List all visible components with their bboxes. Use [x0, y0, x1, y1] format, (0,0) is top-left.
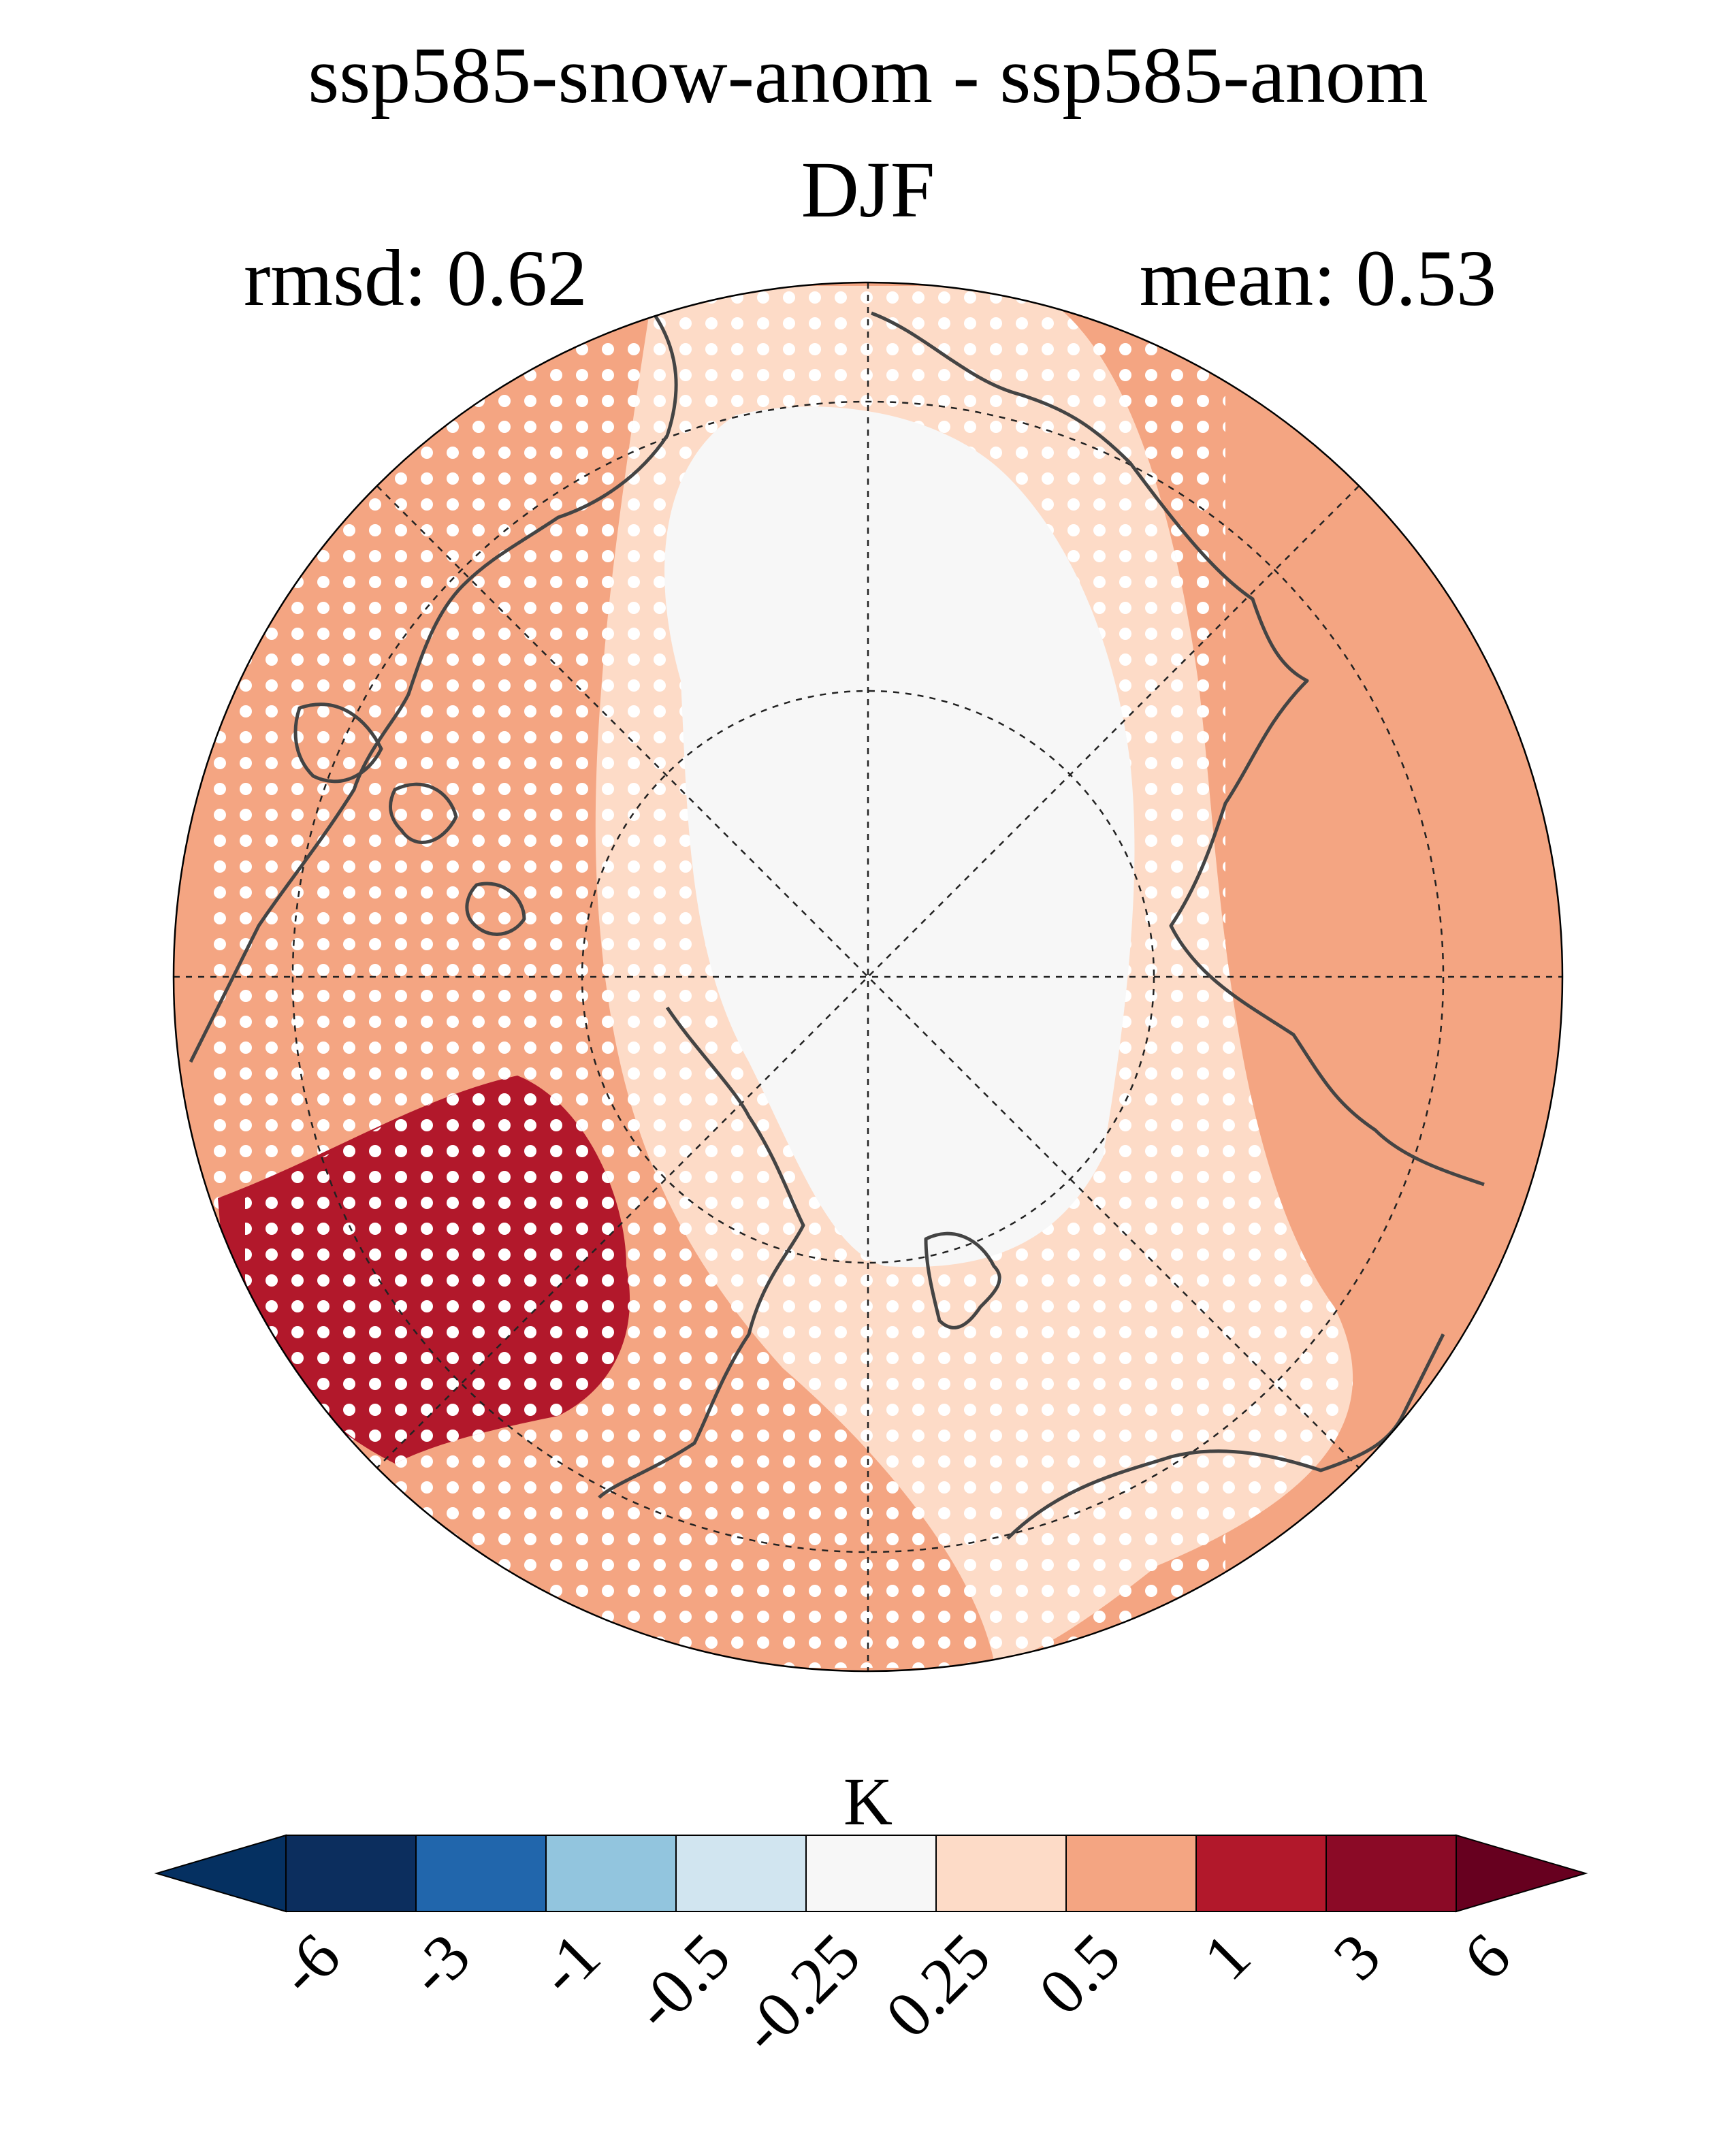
colorbar-cell — [805, 1835, 937, 1912]
colorbar-tick-label: 0.25 — [871, 1919, 1003, 2051]
graticule — [174, 283, 1562, 1671]
colorbar-label: K — [843, 1764, 893, 1839]
colorbar-tick-label: -0.5 — [620, 1919, 744, 2044]
coastline-greenland-area — [924, 1231, 1001, 1329]
colorbar-cell — [935, 1835, 1067, 1912]
colorbar-cells — [154, 1834, 1588, 1913]
coastline-eurasia — [871, 311, 1485, 1187]
stipple-western-canada-alaska — [245, 1076, 630, 1464]
colorbar-tick-label: -1 — [524, 1919, 613, 2009]
colorbar-cell — [415, 1835, 547, 1912]
colorbar-cell — [545, 1835, 677, 1912]
rmsd-annotation: rmsd: 0.62 — [244, 233, 588, 323]
chart-title: ssp585-snow-anom - ssp585-anom — [308, 31, 1428, 120]
colorbar-tick-label: 0.5 — [1025, 1919, 1134, 2029]
coastline-russia-far-east — [1006, 1333, 1445, 1540]
colorbar-tick-label: -6 — [263, 1919, 353, 2009]
mean-annotation: mean: 0.53 — [1140, 233, 1496, 323]
colorbar: K -6 -3 -1 -0.5-0.250.25 0.5 1 3 6 — [154, 1764, 1588, 2067]
colorbar-cell — [675, 1835, 807, 1912]
colorbar-tick-label: -0.25 — [726, 1919, 874, 2067]
colorbar-cell — [1065, 1835, 1197, 1912]
colorbar-cell — [1325, 1835, 1457, 1912]
coastline-north-america — [189, 312, 805, 1499]
map-boundary — [172, 281, 1564, 1673]
colorbar-tick-label: 1 — [1189, 1919, 1264, 1994]
polar-map — [172, 281, 1564, 1673]
colorbar-tick-label: -3 — [393, 1919, 483, 2009]
colorbar-extend-high — [1456, 1834, 1588, 1913]
colorbar-extend-low — [154, 1834, 287, 1913]
colorbar-cell — [1195, 1835, 1327, 1912]
colorbar-tick-label: 3 — [1319, 1919, 1394, 1994]
meridian-45 — [376, 485, 1360, 1468]
region-central-arctic — [664, 406, 1135, 1268]
latitude-circle-middle — [291, 400, 1445, 1553]
meridian-135 — [376, 485, 1360, 1468]
colorbar-ticks: -6 -3 -1 -0.5-0.250.25 0.5 1 3 6 — [263, 1919, 1524, 2067]
coastlines — [189, 311, 1485, 1540]
coastline-arctic-islands — [293, 703, 526, 936]
colorbar-tick-label: 6 — [1449, 1919, 1524, 1994]
chart-subtitle: DJF — [801, 145, 935, 234]
colorbar-cell — [285, 1835, 417, 1912]
